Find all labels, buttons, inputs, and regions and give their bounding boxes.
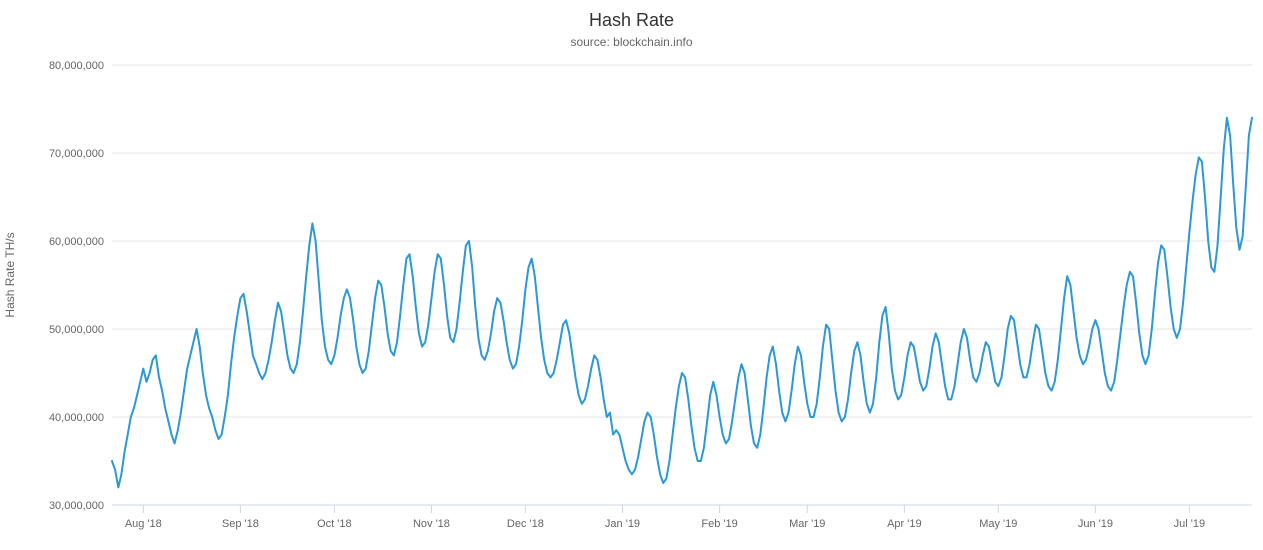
svg-text:Jun '19: Jun '19 (1078, 518, 1113, 530)
svg-text:May '19: May '19 (979, 518, 1017, 530)
svg-text:Nov '18: Nov '18 (413, 518, 450, 530)
svg-text:Aug '18: Aug '18 (125, 518, 162, 530)
svg-text:Jan '19: Jan '19 (605, 518, 640, 530)
hash-rate-chart: Hash Rate source: blockchain.info Hash R… (0, 0, 1263, 550)
svg-text:60,000,000: 60,000,000 (49, 236, 104, 248)
svg-text:80,000,000: 80,000,000 (49, 60, 104, 72)
svg-text:Mar '19: Mar '19 (789, 518, 825, 530)
svg-text:50,000,000: 50,000,000 (49, 324, 104, 336)
svg-text:Sep '18: Sep '18 (222, 518, 259, 530)
svg-text:40,000,000: 40,000,000 (49, 412, 104, 424)
chart-svg: 30,000,000 40,000,000 50,000,000 60,000,000… (0, 0, 1263, 550)
svg-text:Dec '18: Dec '18 (507, 518, 544, 530)
svg-text:Feb '19: Feb '19 (701, 518, 737, 530)
svg-text:Apr '19: Apr '19 (887, 518, 922, 530)
svg-text:Jul '19: Jul '19 (1174, 518, 1205, 530)
svg-text:Oct '18: Oct '18 (317, 518, 352, 530)
svg-text:70,000,000: 70,000,000 (49, 148, 104, 160)
svg-text:30,000,000: 30,000,000 (49, 500, 104, 512)
